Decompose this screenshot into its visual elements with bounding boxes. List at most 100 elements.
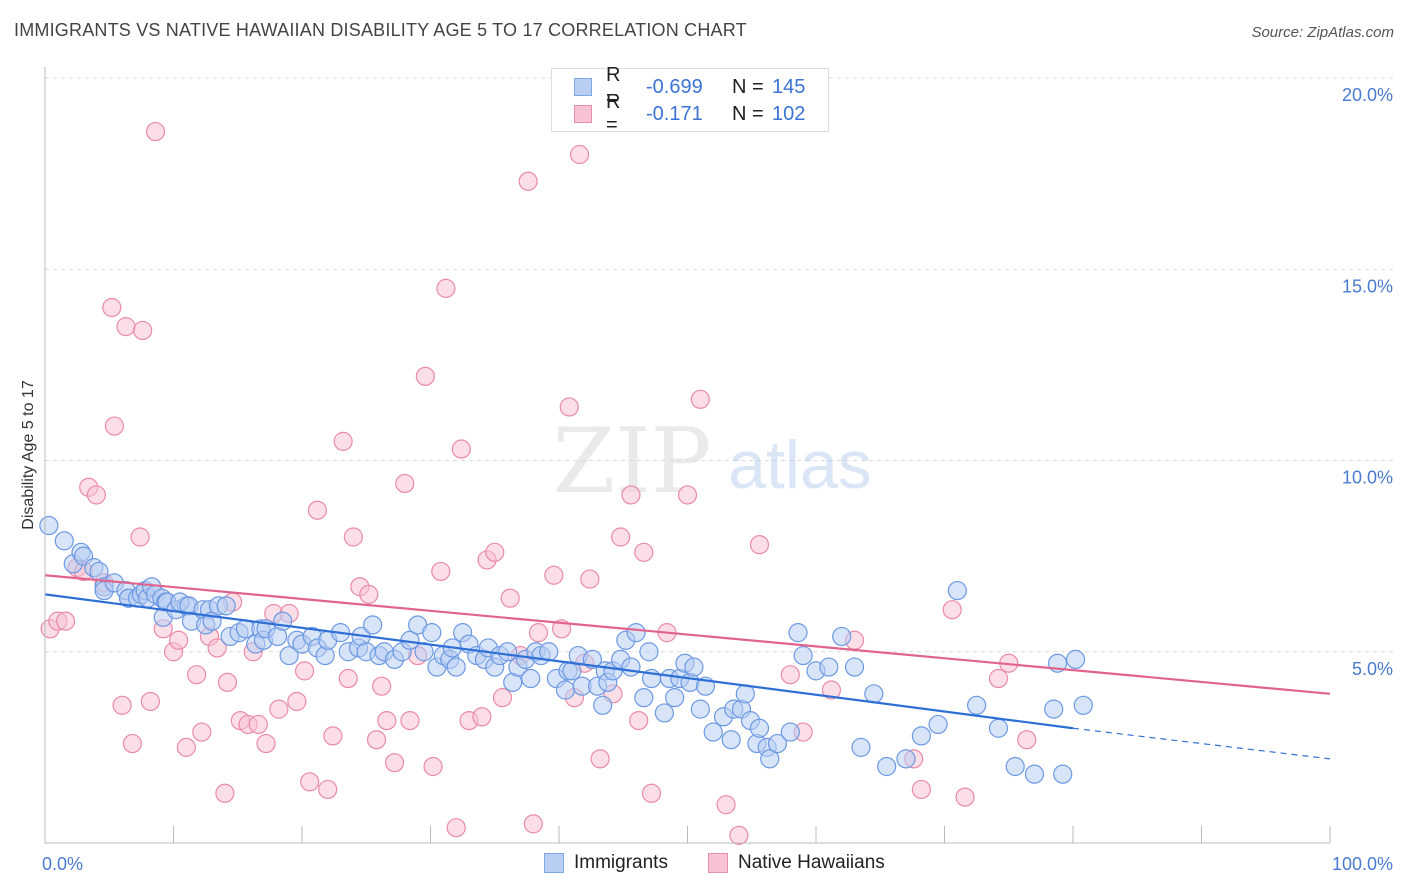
data-point <box>942 600 962 620</box>
watermark: ZIP atlas <box>553 409 872 514</box>
data-point <box>988 668 1009 689</box>
data-point <box>472 707 492 727</box>
data-point <box>215 783 235 803</box>
data-point <box>580 569 600 589</box>
data-point <box>844 657 865 677</box>
data-point <box>55 611 76 631</box>
data-point <box>760 749 780 769</box>
legend-swatch-immigrants <box>574 78 592 96</box>
data-point <box>500 588 520 608</box>
trend-lines <box>44 574 1331 760</box>
data-point <box>248 714 268 735</box>
data-point <box>654 703 674 723</box>
data-point <box>819 657 839 677</box>
data-point <box>851 737 871 757</box>
data-point <box>821 680 842 700</box>
data-point <box>192 722 212 742</box>
chart-title: IMMIGRANTS VS NATIVE HAWAIIAN DISABILITY… <box>14 20 747 40</box>
data-point <box>528 623 549 643</box>
data-point <box>767 733 788 754</box>
data-point <box>485 542 505 562</box>
data-point <box>372 676 392 696</box>
r-label: R = <box>606 64 621 109</box>
r-value: -0.171 <box>646 102 703 125</box>
legend-row-immigrants: R = -0.699 N = 145 <box>574 64 806 109</box>
data-point <box>621 657 641 677</box>
data-point <box>793 645 813 666</box>
data-point <box>116 317 136 337</box>
y-tick-label: 5.0% <box>1352 659 1393 679</box>
legend-item-immigrants: Immigrants <box>544 852 668 874</box>
data-point <box>300 772 320 792</box>
data-point <box>749 535 770 555</box>
data-point <box>423 756 443 777</box>
x-tick-label: 0.0% <box>42 854 83 874</box>
legend-item-native-hawaiians: Native Hawaiians <box>708 852 885 874</box>
data-point <box>169 630 189 650</box>
data-point <box>988 718 1009 738</box>
data-point <box>1053 764 1073 784</box>
data-point <box>521 668 541 689</box>
data-point <box>279 645 299 666</box>
data-point <box>377 710 397 731</box>
data-point <box>559 397 579 417</box>
data-point <box>832 626 852 647</box>
data-point <box>569 144 590 165</box>
x-tick-label: 100.0% <box>1332 854 1393 874</box>
data-point <box>955 787 975 807</box>
y-tick-label: 15.0% <box>1342 276 1393 296</box>
data-point <box>415 366 435 386</box>
data-point <box>639 642 659 662</box>
data-point <box>86 485 107 505</box>
data-point <box>446 657 466 677</box>
data-point <box>518 171 538 191</box>
data-point <box>359 584 379 604</box>
data-point <box>1065 649 1086 670</box>
data-point <box>877 756 897 777</box>
data-point <box>343 527 363 547</box>
n-label: N = <box>732 75 764 98</box>
y-tick-label: 10.0% <box>1342 468 1393 488</box>
n-value: 102 <box>772 102 806 125</box>
data-point <box>122 733 142 754</box>
data-point <box>216 596 236 616</box>
data-point <box>749 718 770 738</box>
data-point <box>735 684 755 704</box>
data-point <box>629 710 649 731</box>
series-native-hawaiians <box>40 121 1037 845</box>
data-point <box>621 485 641 505</box>
data-point <box>145 121 166 142</box>
data-point <box>338 668 358 689</box>
data-point <box>864 684 884 704</box>
trend-line-native-hawaiians <box>44 574 1331 695</box>
series-legend: Immigrants Native Hawaiians <box>0 852 1406 878</box>
data-point <box>911 779 931 800</box>
data-point <box>703 722 723 742</box>
data-point <box>54 531 74 551</box>
legend-swatch-native-hawaiians <box>574 105 592 123</box>
data-point <box>947 580 967 601</box>
data-point <box>690 699 710 719</box>
data-point <box>1005 756 1025 777</box>
data-point <box>1024 764 1045 784</box>
trend-line-immigrants <box>44 593 1074 730</box>
data-point <box>133 320 153 341</box>
data-point <box>269 699 289 719</box>
data-point <box>422 623 442 643</box>
data-point <box>384 753 405 773</box>
data-point <box>1073 695 1093 715</box>
data-point <box>140 691 160 712</box>
r-value: -0.699 <box>646 75 703 98</box>
data-point <box>333 431 353 451</box>
n-value: 145 <box>772 75 806 98</box>
data-point <box>590 749 610 769</box>
data-point <box>187 665 207 685</box>
data-point <box>626 623 646 643</box>
data-point <box>780 722 800 742</box>
data-point <box>544 565 564 585</box>
data-point <box>634 688 654 708</box>
data-point <box>492 688 513 708</box>
data-point <box>176 737 196 757</box>
series-immigrants <box>39 515 1093 784</box>
data-point <box>1017 730 1037 750</box>
